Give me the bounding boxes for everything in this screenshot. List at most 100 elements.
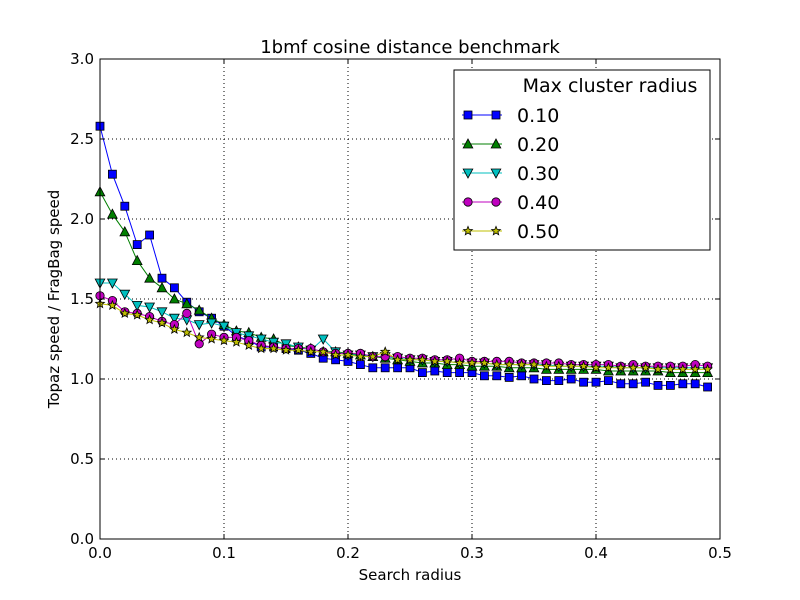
data-point: [479, 371, 489, 381]
data-point: [553, 360, 565, 371]
data-point: [628, 379, 638, 389]
legend-marker: [491, 110, 501, 120]
data-point: [120, 201, 130, 211]
data-point: [305, 346, 317, 357]
data-point: [540, 360, 552, 371]
x-tick-label: 0.2: [336, 544, 360, 562]
data-point: [119, 225, 131, 237]
data-point: [169, 283, 179, 293]
y-tick-label: 0.0: [70, 530, 94, 548]
data-point: [131, 254, 143, 266]
data-point: [156, 307, 168, 318]
data-point: [416, 354, 428, 365]
legend-label: 0.50: [517, 221, 559, 243]
legend-box: [453, 69, 711, 251]
data-point: [454, 357, 466, 368]
series-0.50: [94, 298, 714, 375]
data-point: [132, 240, 142, 250]
data-point: [677, 363, 689, 375]
legend-marker: [490, 168, 502, 179]
data-point: [666, 380, 675, 390]
data-point: [491, 358, 503, 370]
data-point: [429, 355, 441, 367]
legend: Max cluster radius 0.10 0.20 0.30 0.40 0.50: [453, 69, 711, 251]
x-axis-label: Search radius: [359, 566, 462, 584]
data-point: [119, 289, 131, 301]
data-point: [106, 299, 118, 311]
data-point: [517, 371, 526, 381]
data-point: [106, 278, 118, 289]
data-point: [604, 376, 613, 386]
data-point: [156, 281, 168, 293]
data-point: [255, 342, 267, 354]
y-tick-label: 1.0: [70, 370, 94, 388]
data-point: [317, 334, 329, 345]
data-point: [641, 377, 650, 387]
data-point: [615, 362, 627, 373]
data-point: [156, 317, 168, 328]
data-point: [355, 360, 365, 370]
data-point: [144, 272, 156, 283]
y-tick-label: 2.5: [70, 130, 94, 148]
legend-marker: [491, 197, 501, 207]
data-point: [119, 307, 131, 319]
data-point: [182, 308, 192, 318]
data-point: [578, 360, 590, 371]
legend-title: Max cluster radius: [523, 75, 698, 97]
legend-marker: [490, 225, 502, 236]
y-tick-label: 1.5: [70, 290, 94, 308]
data-point: [144, 302, 156, 313]
data-point: [703, 382, 712, 392]
legend-entry: 0.10: [462, 105, 559, 127]
x-tick-label: 0.1: [212, 544, 236, 562]
data-point: [317, 346, 329, 357]
data-point: [528, 358, 540, 370]
data-point: [206, 318, 218, 329]
data-point: [145, 230, 155, 240]
data-point: [678, 379, 688, 389]
data-point: [616, 379, 626, 389]
data-point: [404, 354, 416, 365]
data-point: [255, 334, 267, 345]
data-point: [653, 380, 663, 390]
legend-entry: 0.50: [462, 221, 559, 243]
data-point: [368, 363, 378, 373]
legend-marker: [463, 197, 473, 207]
data-point: [442, 368, 452, 378]
data-point: [330, 349, 342, 360]
data-point: [193, 304, 205, 315]
data-point: [243, 339, 255, 351]
x-tick-label: 0.4: [584, 544, 608, 562]
x-tick-label: 0.0: [88, 544, 112, 562]
data-point: [218, 321, 230, 333]
data-point: [529, 374, 539, 384]
data-point: [379, 346, 391, 357]
data-point: [503, 358, 515, 370]
y-tick-label: 3.0: [70, 50, 94, 68]
data-point: [230, 336, 242, 347]
data-point: [380, 363, 390, 373]
legend-entry: 0.30: [462, 163, 559, 185]
data-point: [157, 273, 167, 283]
data-point: [590, 362, 602, 373]
data-point: [627, 362, 639, 373]
y-tick-label: 0.5: [70, 450, 94, 468]
data-point: [181, 326, 193, 338]
data-point: [591, 377, 601, 387]
data-point: [554, 376, 564, 386]
legend-marker: [462, 225, 474, 236]
axis-ticks: 0.0 0.1 0.2 0.3 0.4 0.5 0.0 0.5 1.0 1.5 2.0 2.5 3.0: [70, 50, 732, 562]
legend-marker: [490, 138, 502, 149]
data-point: [206, 333, 218, 344]
legend-marker: [462, 138, 474, 149]
data-point: [441, 355, 453, 367]
legend-marker: [463, 110, 473, 120]
data-point: [392, 354, 404, 365]
data-point: [292, 344, 304, 355]
data-point: [689, 363, 701, 375]
data-point: [516, 358, 528, 370]
y-axis-label: Topaz speed / FragBag speed: [45, 190, 63, 410]
legend-label: 0.10: [517, 105, 559, 127]
data-point: [565, 360, 577, 371]
data-point: [168, 313, 180, 325]
